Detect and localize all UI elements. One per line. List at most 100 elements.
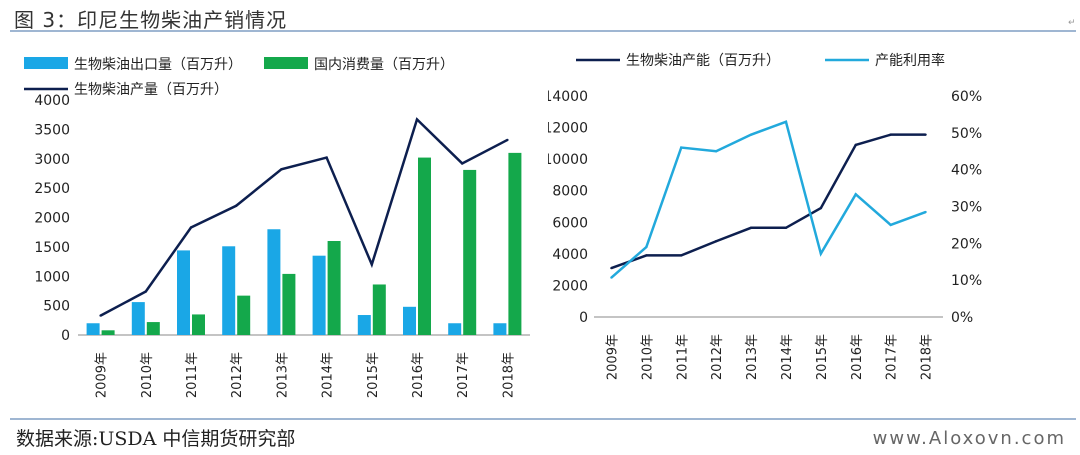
y-tick-label: 2000 bbox=[34, 211, 70, 227]
x-tick-label: 2011年 bbox=[675, 334, 690, 380]
x-tick-label: 2016年 bbox=[850, 334, 865, 380]
production-point bbox=[370, 263, 373, 266]
capacity-point bbox=[749, 226, 753, 230]
x-tick-label: 2009年 bbox=[605, 334, 620, 380]
production-point bbox=[415, 118, 419, 121]
y-left-tick-label: 12000 bbox=[548, 121, 588, 137]
x-tick-label: 2015年 bbox=[815, 334, 830, 380]
figure-title: 图 3：印尼生物柴油产销情况 bbox=[14, 8, 288, 32]
capacity-line bbox=[611, 133, 926, 270]
x-tick-label: 2011年 bbox=[185, 352, 200, 398]
y-left-tick-label: 10000 bbox=[548, 152, 588, 168]
export-bar bbox=[222, 246, 236, 335]
right-chart: 0 2000 4000 6000 8000 10000 12000 14000 0% 10% 20%… bbox=[548, 52, 982, 380]
legend-label-production: 生物柴油产量（百万升） bbox=[74, 82, 228, 98]
x-tick-label: 2016年 bbox=[411, 352, 426, 398]
utilization-point bbox=[645, 245, 648, 249]
consumption-bar bbox=[372, 284, 386, 335]
utilization-point bbox=[784, 120, 788, 123]
capacity-point bbox=[680, 254, 683, 257]
y-tick-label: 2500 bbox=[34, 181, 70, 197]
y-right-tick-label: 20% bbox=[951, 236, 982, 252]
legend-label-utilization: 产能利用率 bbox=[875, 52, 945, 69]
capacity-point bbox=[645, 254, 648, 257]
consumption-bar bbox=[327, 241, 341, 335]
legend-label-consumption: 国内消费量（百万升） bbox=[314, 57, 454, 73]
legend-label-capacity: 生物柴油产能（百万升） bbox=[626, 53, 780, 69]
production-line bbox=[100, 117, 508, 317]
left-chart: 0 500 1000 1500 2000 2500 3000 3500 4000 2009年 201… bbox=[24, 57, 530, 398]
y-right-tick-label: 0% bbox=[951, 310, 973, 326]
y-tick-label: 4000 bbox=[34, 93, 70, 109]
export-bar bbox=[357, 315, 371, 335]
y-right-tick-label: 60% bbox=[951, 89, 982, 105]
x-tick-label: 2014年 bbox=[321, 352, 336, 398]
consumption-bar bbox=[192, 314, 205, 335]
export-bar bbox=[448, 323, 462, 335]
utilization-line bbox=[610, 120, 926, 279]
y-tick-label: 1000 bbox=[34, 269, 70, 285]
production-point bbox=[235, 204, 238, 207]
y-left-tick-label: 8000 bbox=[552, 184, 588, 200]
x-tick-label: 2015年 bbox=[366, 352, 381, 398]
capacity-point bbox=[784, 226, 788, 230]
production-point bbox=[280, 168, 283, 171]
x-tick-label: 2018年 bbox=[920, 334, 935, 380]
capacity-point bbox=[889, 133, 892, 136]
capacity-point bbox=[854, 143, 857, 147]
utilization-point bbox=[819, 252, 823, 255]
y-tick-label: 500 bbox=[43, 299, 70, 315]
x-tick-label: 2012年 bbox=[710, 334, 725, 380]
export-bar bbox=[403, 306, 416, 335]
x-tick-label: 2018年 bbox=[501, 352, 516, 398]
utilization-point bbox=[889, 223, 892, 227]
utilization-point bbox=[749, 133, 753, 136]
export-bar bbox=[131, 302, 145, 335]
production-point bbox=[189, 226, 193, 229]
x-tick-label: 2017年 bbox=[456, 352, 471, 398]
x-tick-label: 2013年 bbox=[745, 334, 760, 380]
x-tick-label: 2009年 bbox=[95, 352, 110, 398]
y-right-tick-label: 50% bbox=[951, 126, 982, 142]
export-bar bbox=[86, 323, 100, 335]
bottom-rule bbox=[10, 418, 1076, 420]
legend-label-export: 生物柴油出口量（百万升） bbox=[74, 57, 242, 73]
y-left-tick-label: 0 bbox=[579, 310, 588, 326]
consumption-bar bbox=[101, 330, 115, 335]
export-bar bbox=[177, 250, 190, 335]
capacity-point bbox=[924, 133, 927, 136]
y-tick-label: 3000 bbox=[34, 152, 70, 168]
capacity-point bbox=[819, 206, 823, 210]
x-tick-label: 2012年 bbox=[230, 352, 245, 398]
y-left-tick-label: 2000 bbox=[552, 278, 588, 294]
utilization-point bbox=[714, 150, 718, 153]
export-bar bbox=[312, 255, 326, 335]
consumption-bar bbox=[418, 157, 431, 335]
y-tick-label: 1500 bbox=[34, 240, 70, 256]
x-tick-label: 2010年 bbox=[140, 352, 155, 398]
utilization-point bbox=[854, 193, 857, 196]
x-tick-label: 2014年 bbox=[780, 334, 795, 380]
export-bar bbox=[267, 229, 281, 335]
return-mark: ↵ bbox=[1068, 18, 1076, 28]
y-right-tick-label: 30% bbox=[951, 200, 982, 216]
y-left-tick-label: 6000 bbox=[552, 215, 588, 231]
utilization-point bbox=[680, 146, 683, 149]
watermark: www.Aloxovn.com bbox=[872, 428, 1066, 449]
top-rule bbox=[10, 30, 1076, 32]
consumption-bar bbox=[508, 152, 522, 335]
y-tick-label: 3500 bbox=[34, 122, 70, 138]
y-left-tick-label: 14000 bbox=[548, 89, 588, 105]
consumption-bar bbox=[146, 322, 160, 335]
utilization-point bbox=[610, 276, 613, 279]
production-point bbox=[144, 290, 147, 293]
export-bar bbox=[493, 323, 507, 335]
y-tick-label: 0 bbox=[61, 328, 70, 344]
capacity-point bbox=[714, 240, 718, 243]
y-right-tick-label: 40% bbox=[951, 163, 982, 179]
consumption-bar bbox=[282, 273, 296, 335]
production-point bbox=[461, 162, 464, 165]
legend-swatch-consumption bbox=[264, 57, 308, 69]
capacity-point bbox=[610, 266, 613, 270]
consumption-bar bbox=[237, 295, 251, 335]
